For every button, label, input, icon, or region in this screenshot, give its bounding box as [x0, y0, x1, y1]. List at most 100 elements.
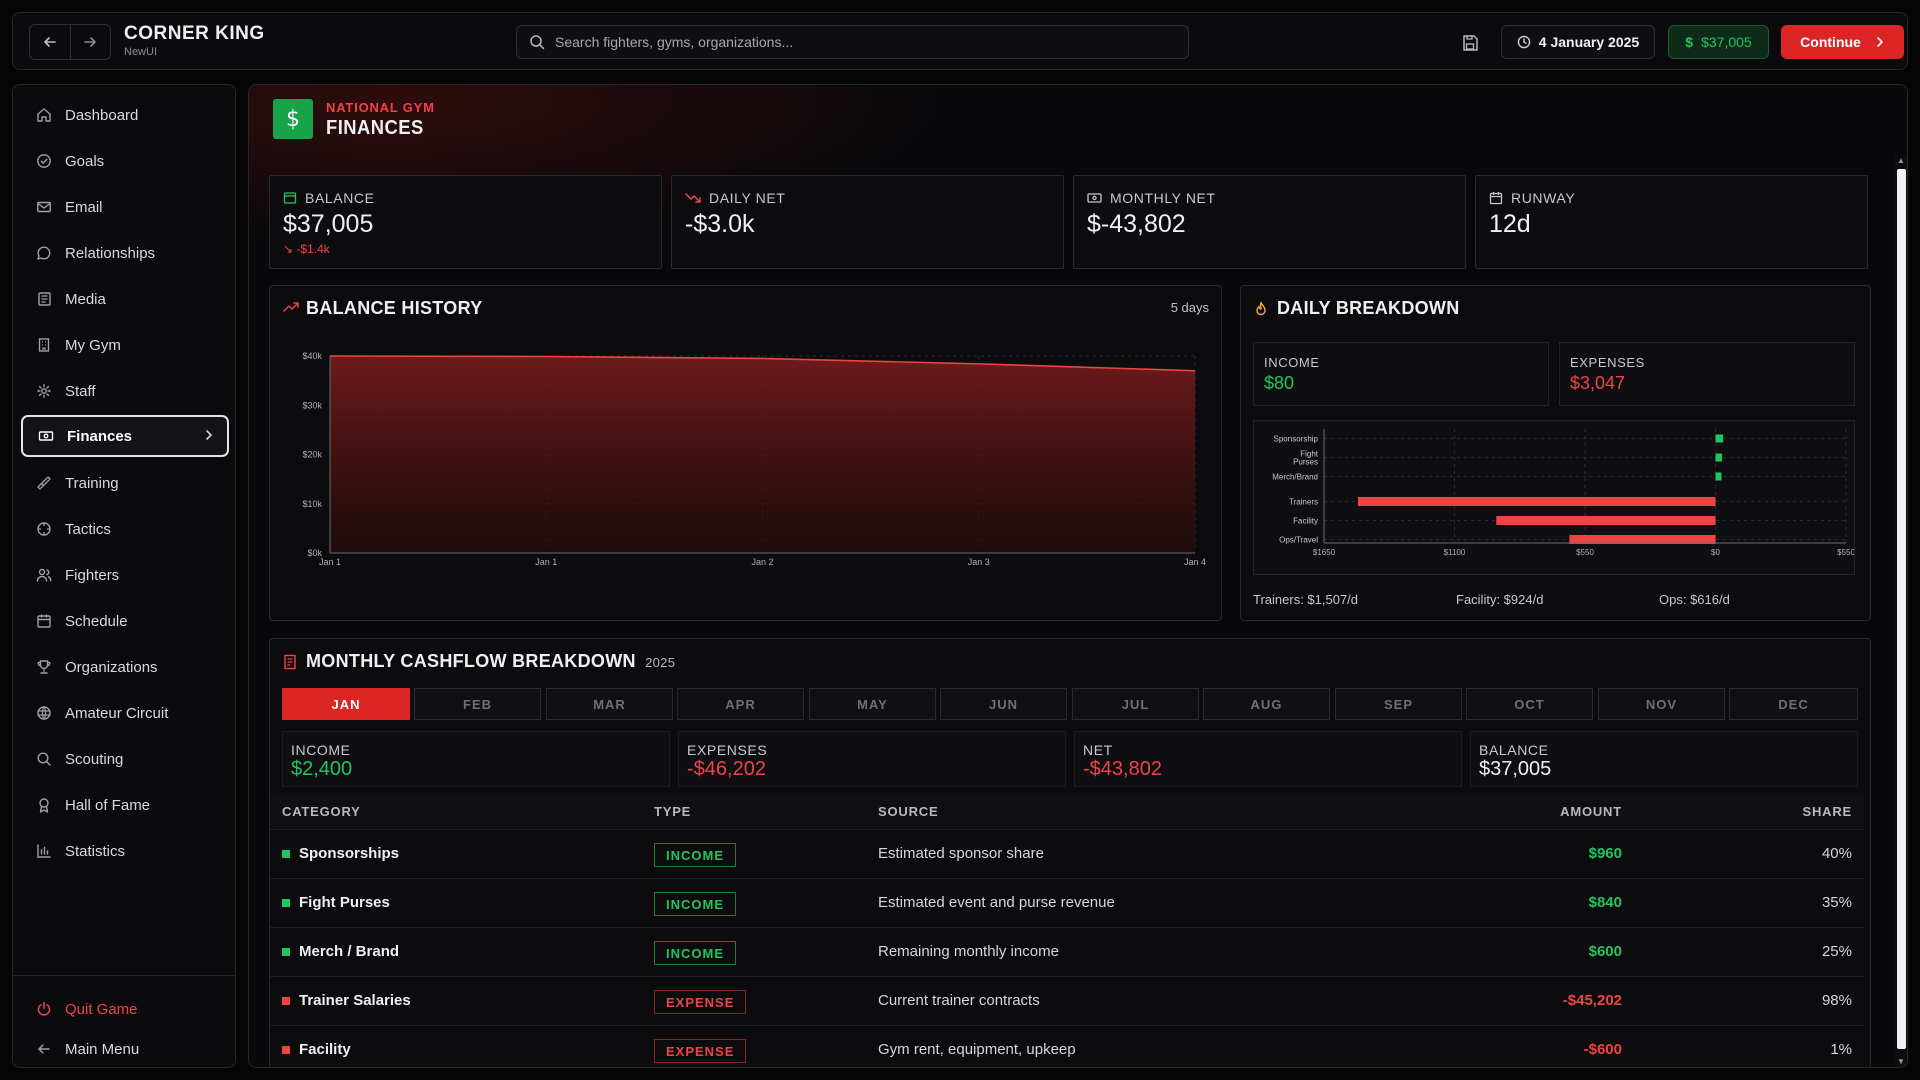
tab-sep[interactable]: SEP	[1335, 688, 1462, 720]
tab-feb[interactable]: FEB	[414, 688, 541, 720]
daily-income-card: INCOME $80	[1253, 342, 1549, 406]
tab-apr[interactable]: APR	[677, 688, 804, 720]
tab-nov[interactable]: NOV	[1598, 688, 1725, 720]
summary-value: $2,400	[291, 758, 353, 780]
expense-bar	[1569, 535, 1716, 544]
summary-label: BALANCE	[1479, 742, 1549, 758]
gear-icon	[35, 382, 53, 400]
stat-value: $37,005	[283, 210, 374, 238]
tab-oct[interactable]: OCT	[1466, 688, 1593, 720]
sidebar-item-label: Schedule	[65, 612, 128, 630]
panel-title: MONTHLY CASHFLOW BREAKDOWN 2025	[306, 651, 675, 672]
type-badge: EXPENSE	[654, 990, 747, 1014]
crosshair-icon	[35, 520, 53, 538]
sidebar-item-label: Scouting	[65, 750, 124, 768]
monthly-cashflow-panel: MONTHLY CASHFLOW BREAKDOWN 2025 JAN FEB …	[269, 638, 1871, 1067]
tab-jun[interactable]: JUN	[940, 688, 1067, 720]
tab-dec[interactable]: DEC	[1729, 688, 1858, 720]
row-category: Trainer Salaries	[299, 992, 411, 1009]
save-icon[interactable]	[1457, 30, 1483, 56]
sidebar-item-tactics[interactable]: Tactics	[21, 508, 229, 550]
search-icon	[530, 35, 545, 50]
top-bar: CORNER KING NewUI 4 January 2025 $ $37,0…	[12, 12, 1908, 70]
forward-arrow-icon[interactable]	[71, 25, 111, 59]
tab-jul[interactable]: JUL	[1072, 688, 1199, 720]
scroll-up-icon[interactable]: ▲	[1897, 156, 1905, 165]
search-bar[interactable]	[516, 25, 1189, 59]
sidebar-item-label: Training	[65, 474, 119, 492]
sidebar-item-schedule[interactable]: Schedule	[21, 600, 229, 642]
daily-breakdown-chart: $1650 $1100 $550 $0 $550 Sponsorship FightPurs…	[1272, 429, 1854, 557]
stat-daily-net: DAILY NET -$3.0k	[671, 175, 1064, 269]
back-arrow-icon[interactable]	[30, 25, 71, 59]
expense-bar	[1496, 516, 1716, 525]
sidebar-item-goals[interactable]: Goals	[21, 140, 229, 182]
continue-button[interactable]: Continue	[1781, 25, 1904, 59]
tab-jan[interactable]: JAN	[282, 688, 410, 720]
sidebar-item-media[interactable]: Media	[21, 278, 229, 320]
tab-may[interactable]: MAY	[809, 688, 936, 720]
scrollbar-thumb[interactable]	[1897, 169, 1906, 1049]
sidebar-item-training[interactable]: Training	[21, 462, 229, 504]
stat-value: $-43,802	[1087, 210, 1186, 238]
daily-expenses-card: EXPENSES $3,047	[1559, 342, 1855, 406]
month-income: INCOME $2,400	[282, 731, 670, 787]
table-row: Sponsorships INCOME Estimated sponsor sh…	[270, 829, 1864, 878]
dollar-icon: $	[273, 99, 313, 139]
sidebar-item-amateur-circuit[interactable]: Amateur Circuit	[21, 692, 229, 734]
sidebar-item-finances[interactable]: Finances	[21, 415, 229, 457]
power-icon	[35, 1000, 53, 1018]
chevron-right-icon	[205, 428, 213, 444]
sidebar-item-statistics[interactable]: Statistics	[21, 830, 229, 872]
stat-change-text: -$1.4k	[296, 242, 330, 256]
summary-value: -$43,802	[1083, 758, 1162, 780]
sidebar-item-email[interactable]: Email	[21, 186, 229, 228]
sidebar-item-relationships[interactable]: Relationships	[21, 232, 229, 274]
sidebar: Dashboard Goals Email Relationships Medi…	[12, 84, 236, 1068]
sidebar-item-label: Email	[65, 198, 103, 216]
trainers-daily: Trainers: $1,507/d	[1253, 592, 1359, 607]
sidebar-item-my-gym[interactable]: My Gym	[21, 324, 229, 366]
panel-title: DAILY BREAKDOWN	[1277, 298, 1460, 318]
monthly-title: MONTHLY CASHFLOW BREAKDOWN	[306, 651, 636, 671]
sidebar-item-label: Fighters	[65, 566, 120, 584]
users-icon	[35, 566, 53, 584]
sidebar-item-label: Relationships	[65, 244, 156, 262]
balance-history-chart: $0k $10k $20k $30k $40k Jan 1 Jan 1 Jan 2 Jan 3 J…	[302, 351, 1206, 567]
tab-aug[interactable]: AUG	[1203, 688, 1330, 720]
sidebar-item-label: Amateur Circuit	[65, 704, 169, 722]
range-label: 5 days	[1170, 300, 1209, 315]
flame-icon	[1256, 301, 1266, 316]
page-title: FINANCES	[326, 117, 424, 139]
sidebar-item-organizations[interactable]: Organizations	[21, 646, 229, 688]
expense-bar	[1357, 497, 1716, 506]
scroll-down-icon[interactable]: ▼	[1897, 1057, 1905, 1066]
calendar-icon	[35, 612, 53, 630]
x-tick-label: Jan 2	[751, 557, 773, 567]
row-share: 40%	[1821, 845, 1852, 862]
sidebar-divider	[13, 975, 235, 976]
main-scrollbar[interactable]: ▲ ▼	[1894, 155, 1907, 1067]
quit-game-button[interactable]: Quit Game	[21, 988, 229, 1030]
quit-game-label: Quit Game	[65, 1000, 138, 1018]
daily-breakdown-panel: DAILY BREAKDOWN INCOME $80 EXPENSES $3,0…	[1240, 285, 1871, 621]
sidebar-item-staff[interactable]: Staff	[21, 370, 229, 412]
search-input[interactable]	[555, 34, 1155, 50]
sidebar-item-label: Dashboard	[65, 106, 139, 124]
month-net: NET -$43,802	[1074, 731, 1462, 787]
main-menu-button[interactable]: Main Menu	[21, 1028, 229, 1070]
sidebar-item-hall-of-fame[interactable]: Hall of Fame	[21, 784, 229, 826]
income-dot	[282, 947, 290, 956]
sidebar-item-label: Goals	[65, 152, 105, 170]
sidebar-item-fighters[interactable]: Fighters	[21, 554, 229, 596]
summary-label: EXPENSES	[687, 742, 768, 758]
clock-icon	[1517, 35, 1531, 49]
category-label: Purses	[1293, 458, 1318, 467]
x-tick-label: $1650	[1313, 548, 1336, 557]
sidebar-item-scouting[interactable]: Scouting	[21, 738, 229, 780]
tab-mar[interactable]: MAR	[546, 688, 673, 720]
monthly-year: 2025	[645, 655, 676, 670]
x-tick-label: Jan 4	[1184, 557, 1206, 567]
sidebar-item-dashboard[interactable]: Dashboard	[21, 94, 229, 136]
category-label: Merch/Brand	[1272, 473, 1318, 482]
